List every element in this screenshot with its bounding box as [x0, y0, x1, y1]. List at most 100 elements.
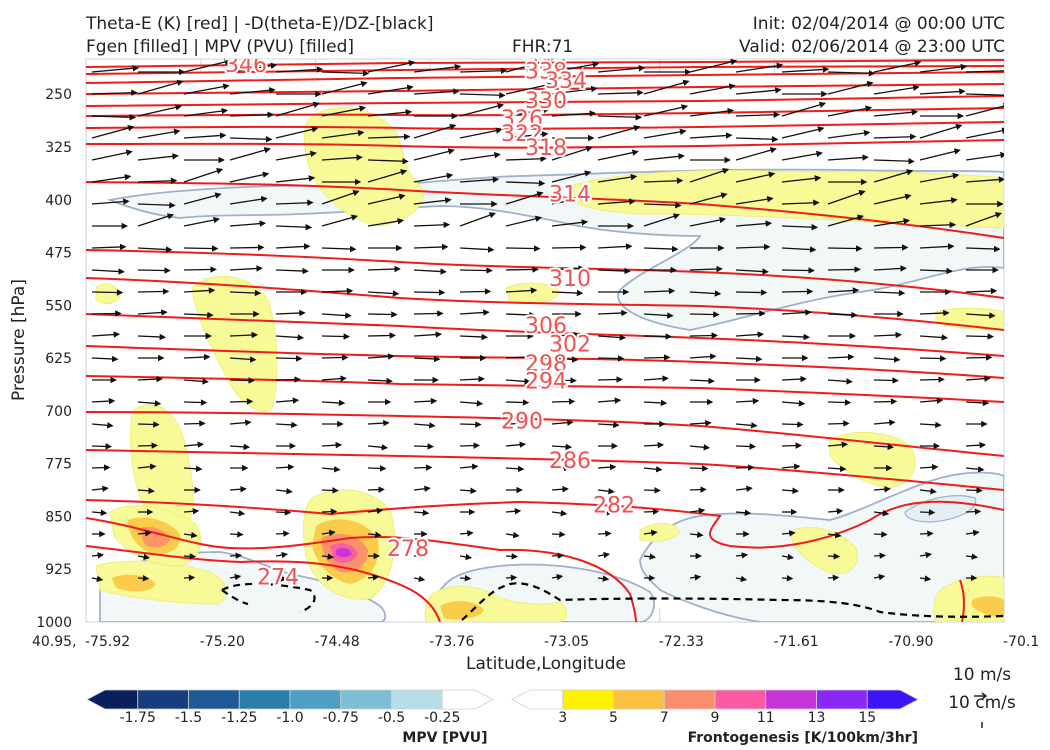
- wind-vector: [781, 530, 796, 537]
- wind-vector: [965, 508, 982, 515]
- wind-vector: [505, 215, 543, 227]
- wind-vector: [321, 508, 338, 515]
- x-tick-label: -72.33: [659, 634, 704, 650]
- wind-vector: [91, 65, 140, 73]
- wind-vector: [413, 422, 436, 429]
- wind-vector: [505, 531, 520, 539]
- wind-vector: [321, 69, 370, 77]
- wind-vector: [735, 310, 766, 317]
- fgen-colorbar-tick: 3: [558, 710, 567, 726]
- wind-vector: [551, 110, 597, 117]
- wind-vector: [275, 175, 316, 183]
- wind-vector: [551, 145, 593, 161]
- wind-vector: [321, 466, 341, 473]
- wind-vector: [229, 356, 257, 363]
- wind-vector: [873, 169, 914, 183]
- mpv-colorbar-swatch: [391, 689, 443, 710]
- wind-vector: [781, 175, 822, 183]
- wind-vector: [873, 218, 911, 227]
- wind-vector: [275, 421, 298, 429]
- theta-e-label-306: 306: [525, 314, 567, 339]
- fgen-region-small-left: [95, 283, 121, 304]
- wind-vector: [735, 552, 749, 559]
- fgen-region-small-mid: [639, 523, 681, 543]
- wind-vector: [689, 377, 715, 385]
- mpv-colorbar-label: MPV [PVU]: [402, 730, 487, 746]
- wind-vector: [919, 397, 944, 404]
- wind-vector: [367, 311, 398, 318]
- wind-vector: [689, 507, 706, 515]
- wind-vector: [643, 104, 689, 117]
- wind-vector: [367, 332, 397, 339]
- wind-vector: [551, 244, 587, 251]
- wind-vector: [413, 197, 452, 205]
- wind-vector: [643, 79, 690, 95]
- wind-vector: [643, 312, 674, 319]
- dtheta-line-left: [221, 582, 316, 614]
- wind-vector: [505, 465, 525, 473]
- wind-vector: [367, 531, 382, 538]
- mpv-colorbar-swatch: [86, 689, 139, 710]
- wind-vector: [183, 378, 209, 385]
- wind-vector: [91, 397, 116, 405]
- wind-vector: [183, 441, 205, 448]
- wind-vector: [275, 551, 289, 559]
- wind-vector: [275, 243, 311, 250]
- wind-vector: [597, 334, 627, 341]
- wind-vector: [965, 354, 993, 361]
- wind-vector: [643, 487, 661, 494]
- wind-vector: [137, 201, 176, 209]
- fgen-region-bottom-center-warm: [440, 601, 484, 620]
- wind-vector: [689, 332, 719, 339]
- fgen-colorbar-tick: 15: [858, 710, 876, 726]
- wind-vector: [91, 331, 121, 338]
- theta-e-line-278: [86, 517, 637, 622]
- wind-vector: [689, 574, 702, 581]
- wind-vector: [689, 83, 736, 95]
- theta-e-line-322: [86, 121, 1004, 130]
- wind-vector: [229, 531, 244, 538]
- wind-vector: [367, 353, 395, 360]
- wind-vector: [873, 552, 887, 559]
- wind-vector: [597, 173, 638, 183]
- wind-vector: [735, 485, 753, 493]
- wind-vector: [781, 126, 825, 139]
- wind-vector: [459, 127, 503, 139]
- wind-vector: [643, 201, 682, 209]
- y-tick-label: 250: [45, 87, 72, 103]
- wind-vector: [827, 574, 840, 581]
- y-tick-label: 475: [45, 246, 72, 262]
- wind-vector: [505, 191, 544, 205]
- x-tick-label: -71.61: [774, 634, 819, 650]
- fgen-region-bottom-right-warm: [972, 596, 1004, 617]
- wind-vector: [551, 331, 581, 339]
- wind-vector: [137, 400, 162, 407]
- wind-vector: [459, 375, 485, 383]
- wind-vector: [919, 267, 953, 275]
- wind-vector: [413, 289, 446, 296]
- wind-vector: [689, 167, 730, 183]
- wind-vector: [183, 465, 203, 473]
- wind-vector: [827, 154, 869, 161]
- wind-vector: [413, 172, 454, 183]
- wind-vector: [459, 267, 493, 274]
- wind-vector: [459, 288, 492, 295]
- wind-vector: [735, 147, 777, 161]
- fgen-colorbar-tick: 9: [711, 710, 720, 726]
- wind-vector: [827, 245, 863, 252]
- wind-vector: [735, 268, 769, 275]
- wind-vector: [827, 311, 858, 319]
- wind-vector: [367, 290, 400, 297]
- wind-vector: [183, 266, 217, 273]
- wind-vector: [689, 265, 723, 273]
- wind-vector: [321, 154, 363, 161]
- wind-vector: [229, 265, 263, 272]
- wind-vector: [91, 173, 132, 183]
- wind-vector: [321, 487, 339, 494]
- wind-vector: [643, 128, 687, 139]
- wind-vector: [689, 192, 728, 205]
- wind-vector: [873, 157, 915, 165]
- wind-vector: [597, 125, 641, 139]
- wind-vector: [137, 487, 155, 495]
